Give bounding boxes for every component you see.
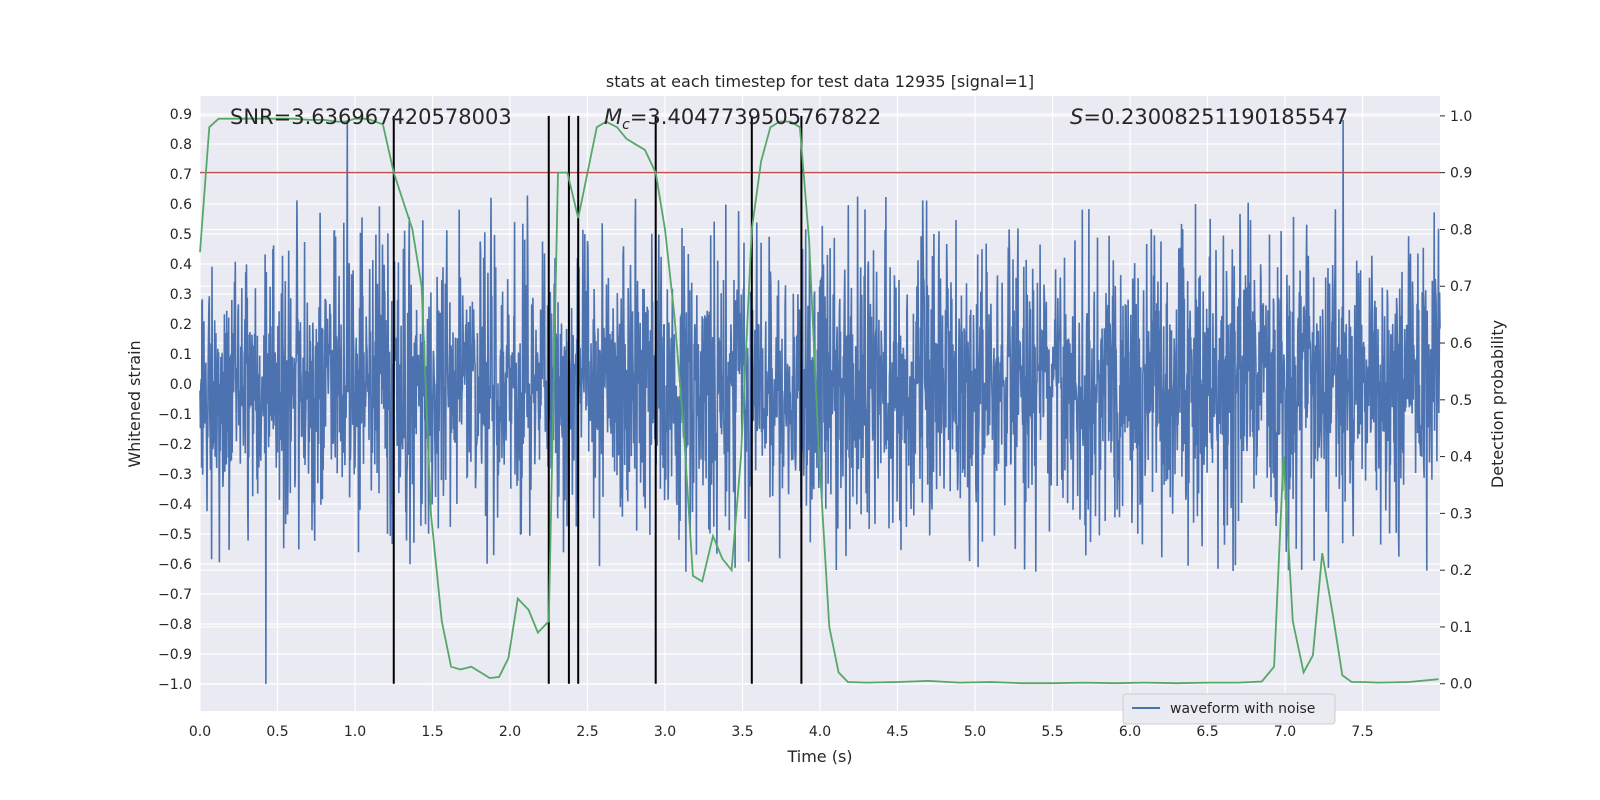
y-tick-label: 0.5	[170, 227, 192, 243]
s-value: =0.23008251190185547	[1083, 105, 1348, 129]
y-tick-label: −1.0	[158, 677, 192, 693]
y-tick-label: −0.7	[158, 587, 192, 603]
x-axis-label: Time (s)	[786, 747, 852, 766]
x-tick-label: 0.0	[189, 724, 211, 740]
y-tick-label: 0.8	[170, 137, 192, 153]
x-tick-label: 1.0	[344, 724, 366, 740]
x-tick-label: 7.0	[1274, 724, 1296, 740]
legend-label: waveform with noise	[1170, 701, 1315, 717]
y2-tick-label: 0.0	[1450, 677, 1472, 693]
x-tick-label: 4.0	[809, 724, 831, 740]
y-tick-label: 0.2	[170, 317, 192, 333]
y2-tick-label: 0.2	[1450, 563, 1472, 579]
y-tick-label: 0.6	[170, 197, 192, 213]
y2-tick-label: 0.6	[1450, 336, 1472, 352]
y-tick-label: 0.1	[170, 347, 192, 363]
y-tick-label: −0.2	[158, 437, 192, 453]
y-tick-label: 0.7	[170, 167, 192, 183]
x-axis-ticks: 0.0 0.5 1.0 1.5 2.0 2.5 3.0 3.5 4.0 4.5 5.0 5.5 6.0 6…	[189, 724, 1374, 740]
y-tick-label: 0.0	[170, 377, 192, 393]
y2-axis-label: Detection probability	[1488, 320, 1507, 488]
y2-tick-label: 0.9	[1450, 166, 1472, 182]
y2-tick-label: 0.3	[1450, 506, 1472, 522]
y2-axis-ticks: 1.0 0.9 0.8 0.7 0.6 0.5 0.4 0.3 0.2 0.1 0.0	[1440, 109, 1472, 693]
plot-contents	[199, 115, 1441, 685]
x-tick-label: 3.5	[731, 724, 753, 740]
x-tick-label: 5.0	[964, 724, 986, 740]
x-tick-label: 3.0	[654, 724, 676, 740]
y-axis-label: Whitened strain	[125, 340, 144, 467]
y-tick-label: −0.4	[158, 497, 192, 513]
chart-title: stats at each timestep for test data 129…	[606, 72, 1034, 91]
y-tick-label: 0.9	[170, 107, 192, 123]
y2-tick-label: 0.7	[1450, 279, 1472, 295]
y2-tick-label: 0.1	[1450, 620, 1472, 636]
chirp-mass-annotation: Mc=3.4047739505767822	[604, 105, 881, 133]
x-tick-label: 6.5	[1196, 724, 1218, 740]
x-tick-label: 7.5	[1351, 724, 1373, 740]
chirp-mass-symbol: M	[604, 105, 622, 129]
y2-tick-label: 0.8	[1450, 222, 1472, 238]
x-tick-label: 6.0	[1119, 724, 1141, 740]
s-symbol: S	[1070, 105, 1083, 129]
y2-tick-label: 0.5	[1450, 393, 1472, 409]
chirp-mass-value: =3.4047739505767822	[630, 105, 881, 129]
x-tick-label: 4.5	[886, 724, 908, 740]
x-tick-label: 2.0	[499, 724, 521, 740]
x-tick-label: 0.5	[266, 724, 288, 740]
detection-probability-line	[199, 117, 1439, 685]
y-axis-ticks: 0.9 0.8 0.7 0.6 0.5 0.4 0.3 0.2 0.1 0.0 −0.1 −0.2 −0…	[158, 107, 192, 693]
legend-box	[1122, 693, 1336, 725]
y-tick-label: −0.9	[158, 647, 192, 663]
y-tick-label: 0.4	[170, 257, 192, 273]
s-annotation: S=0.23008251190185547	[1070, 105, 1348, 129]
y-tick-label: −0.5	[158, 527, 192, 543]
x-tick-label: 5.5	[1041, 724, 1063, 740]
legend: waveform with noise	[1122, 693, 1336, 725]
y-tick-label: −0.8	[158, 617, 192, 633]
y2-tick-label: 0.4	[1450, 450, 1472, 466]
y2-tick-label: 1.0	[1450, 109, 1472, 125]
snr-annotation: SNR=3.636967420578003	[230, 105, 512, 129]
x-tick-label: 2.5	[576, 724, 598, 740]
y-tick-label: −0.1	[158, 407, 192, 423]
y-tick-label: 0.3	[170, 287, 192, 303]
chirp-mass-subscript: c	[622, 117, 630, 133]
x-tick-label: 1.5	[421, 724, 443, 740]
y-tick-label: −0.6	[158, 557, 192, 573]
y-tick-label: −0.3	[158, 467, 192, 483]
